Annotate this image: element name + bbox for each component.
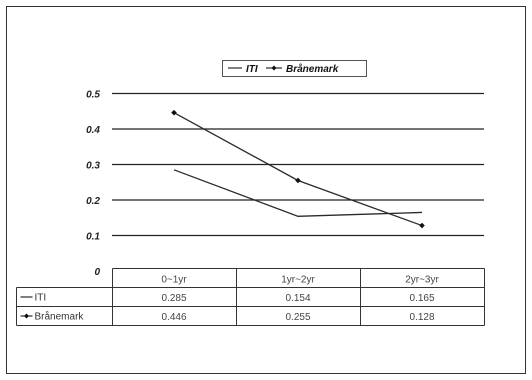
data-label-branemark-0: 0.446 bbox=[161, 312, 186, 323]
y-axis-ticks: 0 0.1 0.2 0.3 0.4 0.5 bbox=[86, 90, 100, 279]
legend-marker-branemark bbox=[271, 65, 277, 71]
data-point-branemark-1 bbox=[295, 177, 301, 184]
data-label-iti-1: 0.154 bbox=[285, 293, 310, 304]
legend-box bbox=[222, 60, 367, 77]
y-tick-label-0: 0 bbox=[94, 267, 100, 278]
data-label-iti-0: 0.285 bbox=[161, 293, 186, 304]
x-category-label-0: 0~1yr bbox=[161, 275, 187, 286]
data-table: 0~1yr 1yr~2yr 2yr~3yr ITI 0.285 0.154 0.165 Brå… bbox=[16, 268, 485, 326]
legend-label-branemark: Brånemark bbox=[286, 63, 339, 75]
data-point-branemark-2 bbox=[419, 222, 425, 229]
data-point-branemark-0 bbox=[171, 109, 177, 116]
y-tick-label-0.3: 0.3 bbox=[86, 161, 100, 172]
legend-label-iti: ITI bbox=[246, 64, 258, 75]
table-series-label-iti: ITI bbox=[35, 293, 47, 304]
x-category-label-2: 2yr~3yr bbox=[405, 275, 439, 286]
table-series-label-branemark: Brånemark bbox=[35, 311, 85, 323]
series-lines bbox=[171, 109, 425, 229]
data-label-branemark-1: 0.255 bbox=[285, 312, 310, 323]
series-line-iti bbox=[173, 169, 423, 217]
data-label-branemark-2: 0.128 bbox=[409, 312, 434, 323]
gridlines bbox=[112, 92, 484, 237]
y-tick-label-0.1: 0.1 bbox=[86, 232, 100, 243]
y-tick-label-0.2: 0.2 bbox=[86, 196, 100, 207]
table-legend-marker-branemark bbox=[24, 313, 29, 319]
legend: ITI Brånemark bbox=[222, 60, 367, 77]
data-label-iti-2: 0.165 bbox=[409, 293, 434, 304]
y-tick-label-0.5: 0.5 bbox=[86, 90, 100, 101]
y-tick-label-0.4: 0.4 bbox=[86, 125, 100, 136]
x-category-label-1: 1yr~2yr bbox=[281, 275, 315, 286]
